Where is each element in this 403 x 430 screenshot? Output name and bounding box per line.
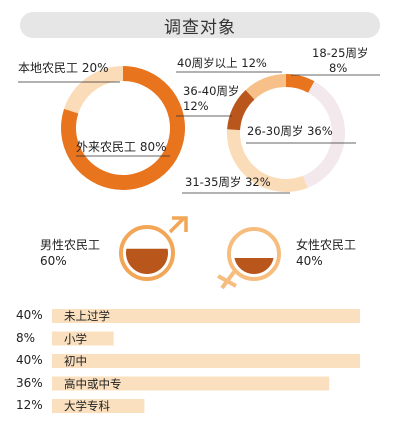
education-bar — [52, 354, 360, 368]
male-symbol — [119, 216, 188, 281]
female-symbol — [217, 227, 281, 290]
donut-slice-36-40周岁 — [227, 89, 255, 131]
donut-slice-31-35周岁 — [227, 129, 308, 192]
donut-slice-26-30周岁 — [302, 81, 346, 188]
label-18-25-name: 18-25周岁 — [312, 46, 369, 60]
label-40plus: 40周岁以上 12% — [177, 56, 267, 70]
label-male-name: 男性农民工 — [40, 238, 101, 252]
title-bar: 调查对象 — [20, 12, 380, 38]
education-value-label: 40% — [16, 353, 43, 367]
education-bar — [52, 399, 145, 413]
education-category-label: 大学专科 — [64, 399, 110, 413]
education-category-label: 高中或中专 — [64, 376, 122, 391]
age-donut-chart — [227, 74, 346, 192]
education-bar-chart — [52, 309, 360, 413]
label-local: 本地农民工 20% — [18, 61, 109, 75]
education-bar — [52, 376, 330, 391]
education-value-label: 12% — [16, 398, 43, 412]
donut-slice-18-25周岁 — [286, 74, 315, 93]
venus-cross-bar — [217, 274, 237, 288]
education-category-label: 初中 — [64, 354, 87, 368]
female-share-fill — [234, 258, 274, 274]
male-share-fill — [125, 248, 168, 274]
label-31-35: 31-35周岁 32% — [185, 175, 271, 189]
mars-arrow-head — [172, 216, 188, 232]
donut-slice-本地农民工 — [64, 66, 123, 114]
label-36-40-name: 36-40周岁 — [183, 84, 240, 98]
education-category-label: 小学 — [64, 331, 87, 346]
education-bar — [52, 331, 114, 346]
label-male-pct: 60% — [40, 254, 67, 268]
label-26-30: 26-30周岁 36% — [247, 124, 333, 138]
education-value-label: 40% — [16, 308, 43, 322]
label-female-pct: 40% — [296, 254, 323, 268]
education-value-label: 8% — [16, 330, 36, 345]
page-title: 调查对象 — [164, 17, 236, 38]
label-36-40-pct: 12% — [183, 99, 209, 113]
donut-slice-40周岁以上 — [245, 74, 286, 100]
education-value-label: 36% — [16, 375, 43, 390]
label-female-name: 女性农民工 — [296, 238, 357, 252]
label-18-25-pct: 8% — [329, 61, 348, 75]
origin-donut-chart — [60, 66, 185, 190]
mars-arrow-shaft — [168, 216, 186, 234]
education-category-label: 未上过学 — [64, 309, 110, 323]
education-bar — [52, 309, 360, 323]
label-outside: 外来农民工 80% — [76, 140, 167, 154]
